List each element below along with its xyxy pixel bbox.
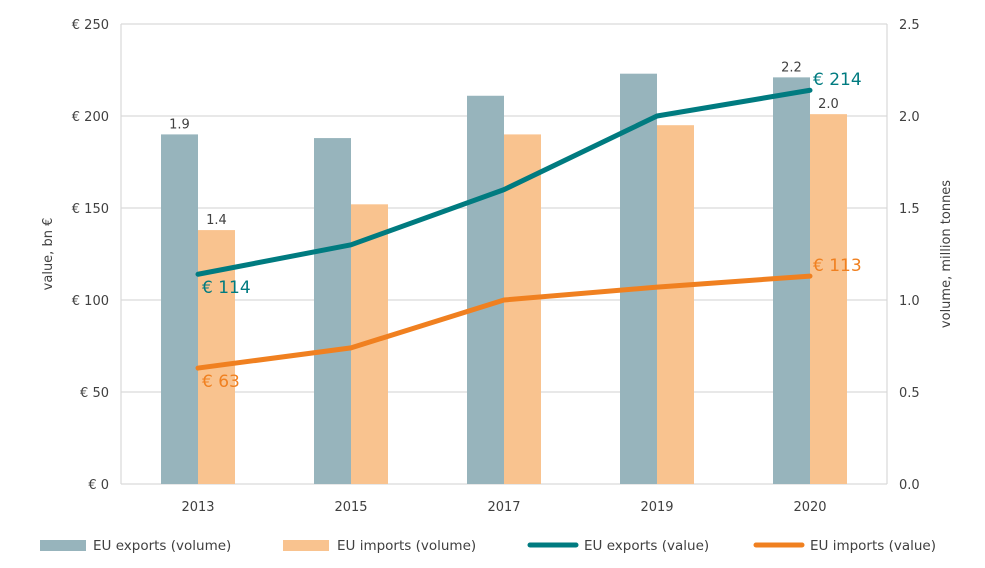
left-tick-label: € 0 — [88, 478, 109, 493]
legend-label: EU imports (volume) — [337, 538, 476, 554]
right-tick-label: 0.0 — [899, 478, 920, 493]
bar-eu-imports-volume — [504, 134, 541, 484]
x-tick-label: 2020 — [793, 500, 826, 515]
right-axis-ticks: 0.0 0.5 1.0 1.5 2.0 2.5 — [899, 18, 920, 493]
bar-data-label: 1.9 — [169, 117, 190, 132]
bar-eu-exports-volume — [467, 95, 504, 484]
line-eu-exports-value — [195, 87, 813, 277]
legend-swatch — [283, 540, 329, 551]
x-tick-label: 2017 — [487, 500, 520, 515]
right-tick-label: 2.0 — [899, 110, 920, 125]
bar-eu-exports-volume — [314, 138, 351, 484]
line-data-label: € 114 — [202, 278, 251, 298]
bar-eu-exports-volume — [620, 73, 657, 485]
legend-swatch — [40, 540, 86, 551]
line-data-label: € 214 — [813, 70, 862, 90]
line-data-label: € 63 — [202, 372, 240, 392]
legend-label: EU imports (value) — [810, 538, 936, 554]
right-tick-label: 0.5 — [899, 386, 920, 401]
data-labels: 1.9 2.2 1.4 2.0 € 114 € 214 € 63 € 113 — [169, 60, 862, 392]
bar-data-label: 2.2 — [781, 60, 802, 75]
right-tick-label: 1.5 — [899, 202, 920, 217]
right-tick-label: 2.5 — [899, 18, 920, 33]
legend-label: EU exports (value) — [584, 538, 709, 554]
left-axis-ticks: € 0 € 50 € 100 € 150 € 200 € 250 — [72, 18, 109, 493]
bar-eu-imports-volume — [657, 125, 694, 484]
left-tick-label: € 200 — [72, 110, 109, 125]
left-axis-title: value, bn € — [41, 218, 56, 291]
x-tick-label: 2015 — [334, 500, 367, 515]
x-axis-ticks: 2013 2015 2017 2019 2020 — [181, 500, 826, 515]
lines-group — [195, 87, 813, 371]
left-tick-label: € 150 — [72, 202, 109, 217]
x-tick-label: 2019 — [640, 500, 673, 515]
bar-eu-imports-volume — [810, 114, 847, 484]
right-tick-label: 1.0 — [899, 294, 920, 309]
legend-label: EU exports (volume) — [93, 538, 231, 554]
bar-data-label: 1.4 — [206, 213, 227, 228]
line-data-label: € 113 — [813, 256, 862, 276]
bar-data-label: 2.0 — [818, 97, 839, 112]
left-tick-label: € 250 — [72, 18, 109, 33]
left-tick-label: € 100 — [72, 294, 109, 309]
x-tick-label: 2013 — [181, 500, 214, 515]
right-axis-title: volume, million tonnes — [939, 180, 954, 328]
line-eu-imports-value — [195, 273, 813, 371]
legend: EU exports (volume) EU imports (volume) EU… — [40, 538, 936, 554]
left-tick-label: € 50 — [80, 386, 109, 401]
bars-group — [161, 73, 847, 485]
bar-eu-exports-volume — [161, 134, 198, 484]
